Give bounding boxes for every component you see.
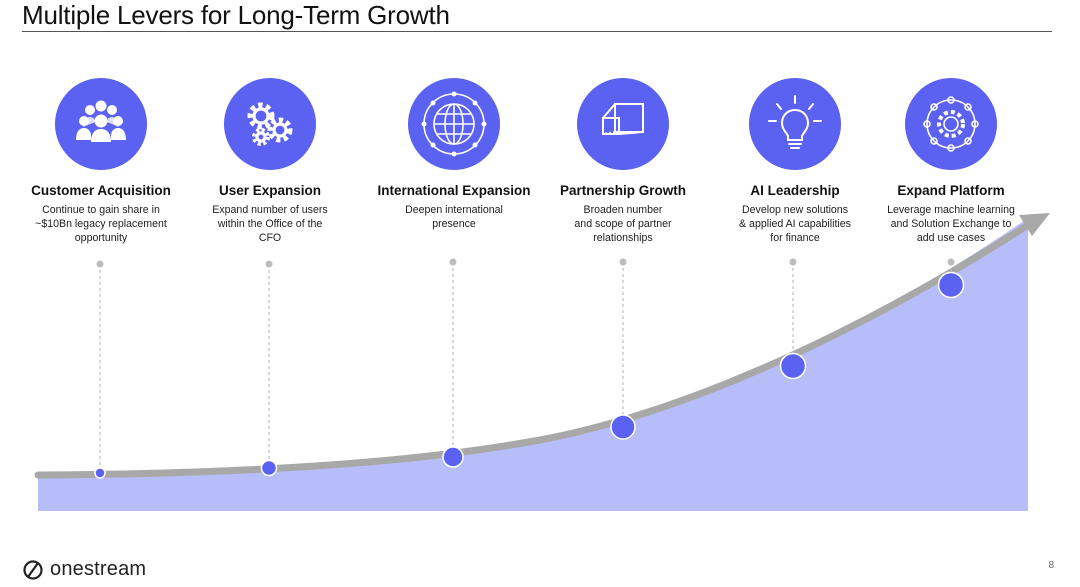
lever-desc-line: Expand number of users (212, 204, 328, 216)
growth-arrowhead (1019, 213, 1050, 236)
lever-partnership-growth: Partnership Growth Broaden number and sc… (538, 78, 708, 245)
lever-heading: Expand Platform (897, 183, 1005, 198)
milestone-dot-1 (94, 467, 106, 479)
lever-icon-circle (55, 78, 147, 170)
lever-desc-line: CFO (258, 232, 282, 244)
connector-6 (937, 258, 965, 299)
lever-desc-line: presence (432, 218, 476, 230)
growth-curve-line (34, 221, 1032, 479)
milestone-dot-3 (442, 446, 464, 468)
lever-heading: International Expansion (377, 183, 531, 198)
lever-expand-platform: Expand Platform Leverage machine learnin… (866, 78, 1036, 245)
lever-desc-line: and scope of partner (574, 218, 672, 230)
lever-icon-circle (408, 78, 500, 170)
page-number: 8 (1048, 560, 1054, 571)
lever-ai-leadership: AI Leadership Develop new solutions & ap… (710, 78, 880, 245)
title-divider (22, 31, 1052, 32)
lever-description: Broaden number and scope of partner rela… (538, 203, 708, 245)
onestream-logo: onestream (22, 558, 146, 581)
lever-description: Continue to gain share in ~$10Bn legacy … (16, 203, 186, 245)
lever-heading: Customer Acquisition (31, 183, 171, 198)
lever-icon-circle (749, 78, 841, 170)
globe-network-icon (421, 91, 487, 157)
lever-desc-line: for finance (770, 232, 820, 244)
lever-desc-line: Develop new solutions (742, 204, 848, 216)
lever-desc-line: opportunity (74, 232, 128, 244)
lever-desc-line: relationships (593, 232, 653, 244)
lever-icon-circle (905, 78, 997, 170)
cube-outline-icon (602, 103, 644, 135)
connector-3 (442, 258, 464, 468)
milestone-dot-2 (260, 459, 278, 477)
onestream-logo-mark-icon (23, 559, 43, 580)
milestone-dot-6 (937, 271, 965, 299)
connector-5 (779, 258, 807, 380)
lever-user-expansion: User Expansion Expand number of users wi… (185, 78, 355, 245)
people-group-icon (76, 100, 126, 142)
lever-heading: User Expansion (218, 183, 322, 198)
lever-desc-line: and Solution Exchange to (890, 218, 1012, 230)
lever-heading: AI Leadership (750, 183, 840, 198)
lever-customer-acquisition: Customer Acquisition Continue to gain sh… (16, 78, 186, 245)
milestone-dot-5 (779, 352, 807, 380)
slide-title: Multiple Levers for Long-Term Growth (22, 0, 450, 30)
lever-international-expansion: International Expansion Deepen internati… (369, 78, 539, 231)
milestone-dot-4 (610, 414, 636, 440)
lightbulb-icon (768, 95, 822, 149)
lever-heading: Partnership Growth (559, 183, 686, 198)
lever-desc-line: Leverage machine learning (887, 204, 1015, 216)
lever-icon-circle (577, 78, 669, 170)
lever-description: Deepen international presence (369, 203, 539, 231)
connector-1 (94, 260, 106, 479)
lever-desc-line: Deepen international (405, 204, 503, 216)
connector-2 (260, 260, 278, 477)
logo-wordmark: onestream (50, 558, 147, 580)
platform-gear-network-icon (923, 96, 979, 152)
lever-desc-line: & applied AI capabilities (739, 218, 851, 230)
connector-4 (610, 258, 636, 440)
lever-desc-line: add use cases (916, 232, 986, 244)
lever-description: Leverage machine learning and Solution E… (866, 203, 1036, 245)
lever-icon-circle (224, 78, 316, 170)
lever-desc-line: Broaden number (583, 204, 663, 216)
lever-desc-line: within the Office of the (217, 218, 323, 230)
growth-area (38, 218, 1028, 511)
lever-description: Expand number of users within the Office… (185, 203, 355, 245)
lever-description: Develop new solutions & applied AI capab… (710, 203, 880, 245)
lever-desc-line: ~$10Bn legacy replacement (35, 218, 167, 230)
gears-icon (247, 102, 293, 146)
lever-desc-line: Continue to gain share in (42, 204, 160, 216)
